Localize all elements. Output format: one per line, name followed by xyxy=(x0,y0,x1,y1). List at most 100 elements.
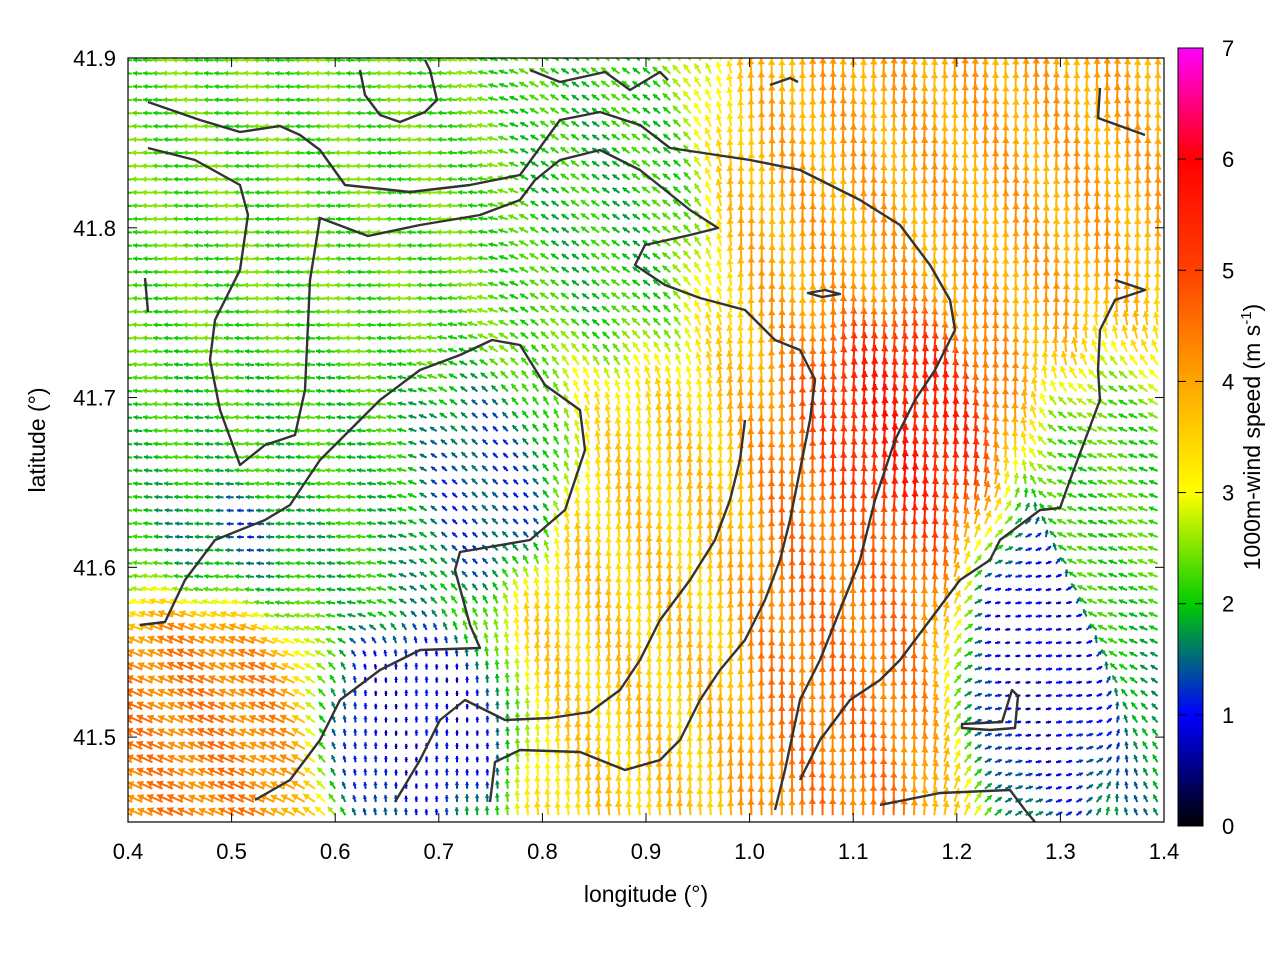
wind-arrowhead xyxy=(747,733,755,740)
wind-arrowhead xyxy=(315,586,321,593)
wind-arrowhead xyxy=(316,507,321,513)
wind-arrowhead xyxy=(383,781,388,786)
wind-arrowhead xyxy=(164,507,169,513)
wind-arrowhead xyxy=(574,656,582,662)
wind-arrowhead xyxy=(665,497,673,504)
wind-arrowhead xyxy=(162,573,168,579)
wind-arrowhead xyxy=(465,717,469,721)
wind-vector xyxy=(128,732,133,737)
wind-arrowhead xyxy=(279,740,287,748)
wind-arrowhead xyxy=(340,807,345,813)
wind-arrowhead xyxy=(554,603,562,610)
wind-arrowhead xyxy=(604,748,613,755)
wind-arrowhead xyxy=(256,561,261,566)
wind-arrowhead xyxy=(1028,772,1033,777)
wind-arrowhead xyxy=(665,536,673,543)
wind-arrowhead xyxy=(544,788,552,795)
wind-arrowhead xyxy=(434,650,439,654)
wind-arrowhead xyxy=(404,703,409,707)
wind-arrowhead xyxy=(655,497,663,504)
wind-arrowhead xyxy=(716,787,725,794)
wind-arrowhead xyxy=(524,724,531,730)
wind-arrowhead xyxy=(942,615,950,623)
wind-arrowhead xyxy=(1143,768,1148,773)
wind-arrowhead xyxy=(675,800,684,807)
wind-arrowhead xyxy=(275,521,280,527)
wind-arrowhead xyxy=(475,756,480,760)
wind-arrowhead xyxy=(615,787,623,795)
wind-arrowhead xyxy=(931,760,940,767)
wind-arrowhead xyxy=(204,507,209,513)
wind-arrowhead xyxy=(207,727,215,735)
wind-arrowhead xyxy=(485,729,490,733)
wind-arrowhead xyxy=(256,508,260,513)
wind-arrowhead xyxy=(1028,746,1032,751)
wind-arrowhead xyxy=(716,616,724,623)
wind-arrowhead xyxy=(128,781,135,789)
wind-arrowhead xyxy=(270,794,278,802)
wind-arrowhead xyxy=(475,743,480,747)
wind-arrowhead xyxy=(291,807,299,815)
wind-arrowhead xyxy=(726,786,735,793)
wind-arrowhead xyxy=(341,781,346,786)
wind-arrowhead xyxy=(414,689,419,693)
wind-arrowhead xyxy=(1038,627,1042,632)
wind-arrowhead xyxy=(1114,793,1120,798)
wind-arrowhead xyxy=(635,801,643,808)
wind-arrowhead xyxy=(574,761,582,768)
wind-vector xyxy=(128,522,133,525)
wind-arrowhead xyxy=(394,756,398,760)
wind-arrowhead xyxy=(964,802,971,810)
wind-arrowhead xyxy=(296,534,301,540)
wind-arrowhead xyxy=(966,753,972,760)
wind-arrowhead xyxy=(504,726,511,732)
wind-arrowhead xyxy=(259,727,267,735)
wind-arrowhead xyxy=(504,659,510,664)
wind-arrowhead xyxy=(294,573,300,580)
wind-arrowhead xyxy=(757,733,766,740)
wind-arrowhead xyxy=(1123,807,1129,812)
wind-arrowhead xyxy=(318,741,324,747)
wind-arrowhead xyxy=(1008,772,1013,777)
wind-arrowhead xyxy=(594,682,602,689)
wind-arrowhead xyxy=(204,560,209,566)
wind-arrowhead xyxy=(326,573,331,579)
wind-arrowhead xyxy=(123,560,128,565)
wind-arrowhead xyxy=(367,507,372,513)
wind-arrowhead xyxy=(474,794,480,799)
wind-arrowhead xyxy=(564,734,572,741)
wind-arrowhead xyxy=(584,734,592,741)
wind-arrowhead xyxy=(1078,798,1083,803)
wind-arrowhead xyxy=(394,676,399,680)
wind-arrowhead xyxy=(285,521,290,527)
wind-arrowhead xyxy=(514,790,521,796)
wind-arrowhead xyxy=(574,589,582,596)
wind-arrowhead xyxy=(543,590,551,596)
wind-arrowhead xyxy=(655,801,663,808)
wind-arrowhead xyxy=(377,494,382,500)
wind-arrowhead xyxy=(260,781,268,789)
wind-arrowhead xyxy=(346,573,351,579)
wind-arrowhead xyxy=(373,768,378,773)
wind-arrowhead xyxy=(208,794,216,802)
wind-arrowhead xyxy=(284,586,290,593)
wind-arrowhead xyxy=(424,702,429,706)
wind-arrowhead xyxy=(123,547,127,552)
wind-arrowhead xyxy=(1047,759,1052,764)
wind-arrowhead xyxy=(304,599,310,606)
wind-arrowhead xyxy=(543,682,552,689)
wind-arrowhead xyxy=(604,800,613,807)
wind-arrowhead xyxy=(353,755,358,760)
wind-arrowhead xyxy=(986,795,992,801)
wind-arrowhead xyxy=(238,807,246,814)
wind-arrowhead xyxy=(594,695,602,702)
wind-arrowhead xyxy=(665,773,674,781)
wind-arrowhead xyxy=(175,534,179,540)
wind-arrowhead xyxy=(455,677,459,681)
wind-arrowhead xyxy=(997,758,1002,764)
wind-arrowhead xyxy=(645,589,653,596)
wind-arrowhead xyxy=(193,494,199,500)
wind-arrowhead xyxy=(291,780,299,788)
wind-arrowhead xyxy=(434,742,439,746)
wind-arrowhead xyxy=(514,657,521,664)
